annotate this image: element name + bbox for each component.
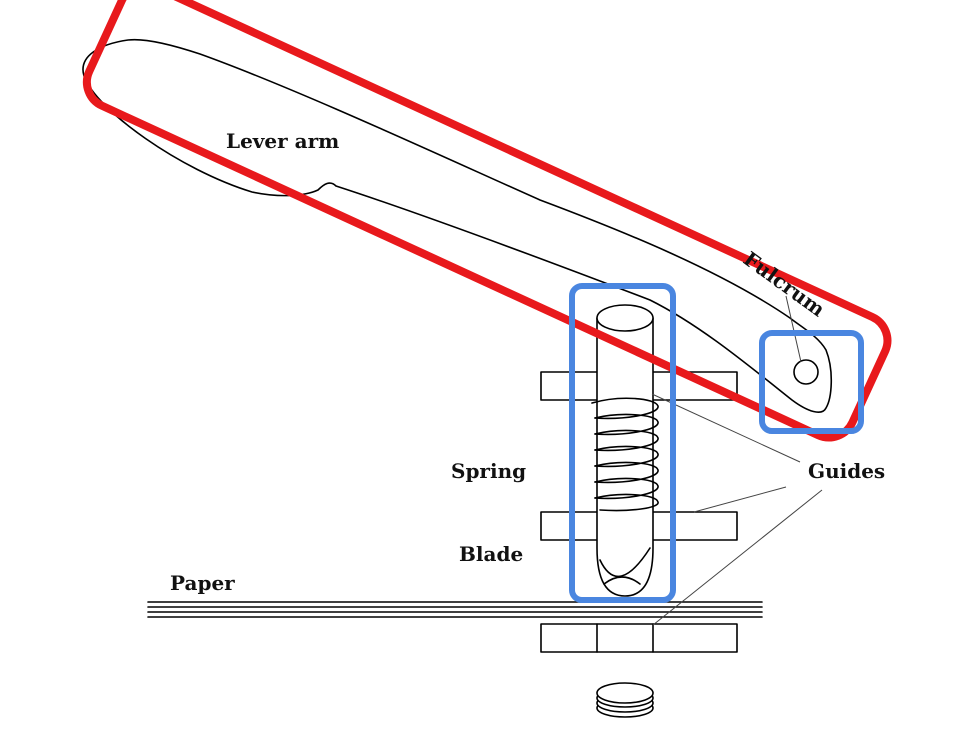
lower-guide — [540, 623, 738, 653]
spring-label: Spring — [451, 459, 526, 483]
lever-arm-label: Lever arm — [226, 129, 339, 153]
paper-stack — [147, 601, 763, 618]
guides-leaders — [651, 295, 823, 626]
fulcrum-highlight — [759, 330, 864, 434]
paper-chad — [596, 682, 654, 718]
lever-arm — [82, 38, 833, 413]
blade-spring-highlight — [569, 283, 676, 603]
lever-arm-highlight — [82, 0, 892, 442]
blade-punch — [596, 304, 654, 597]
fulcrum-pin — [793, 359, 819, 385]
spring — [591, 397, 659, 512]
paper-label: Paper — [170, 571, 235, 595]
guides-label: Guides — [808, 459, 885, 483]
blade-label: Blade — [459, 542, 523, 566]
